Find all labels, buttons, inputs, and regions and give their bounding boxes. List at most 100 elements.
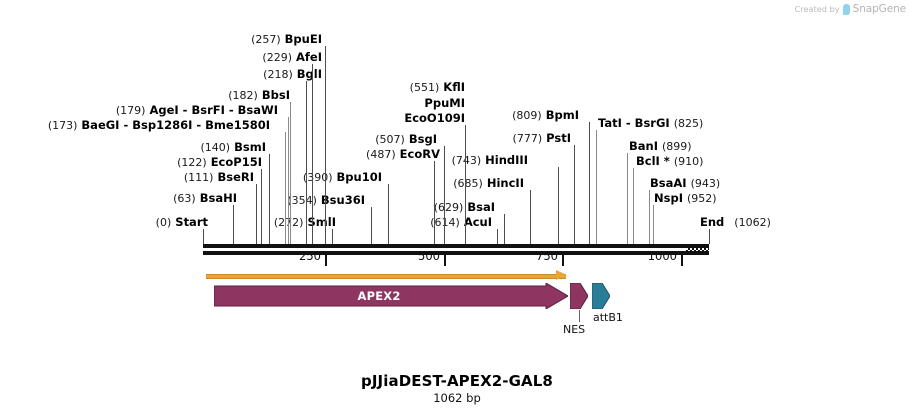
leader-afei: [312, 64, 313, 244]
feature-nes[interactable]: [569, 282, 589, 310]
enzyme-name: TatI - BsrGI: [598, 116, 670, 130]
feature-attb1-label: attB1: [593, 311, 623, 324]
enzyme-name: Bpu10I: [336, 170, 382, 184]
enzyme-pos: (63): [173, 192, 196, 205]
enzyme-name: BsgI: [408, 132, 437, 146]
enzyme-pos: (257): [251, 33, 281, 46]
enzyme-pos: (122): [177, 156, 207, 169]
start-pos: (0): [155, 216, 172, 229]
enzyme-name: HindIII: [485, 153, 528, 167]
leader-bgli: [306, 81, 307, 244]
terminus-label-end[interactable]: End (1062): [700, 216, 771, 229]
sequence-line-top: [203, 244, 709, 248]
enzyme-label-baegi-bsp1286i-bme1580i[interactable]: (173) BaeGI - Bsp1286I - Bme1580I: [4, 119, 270, 132]
enzyme-label-bgli[interactable]: (218) BglI: [40, 68, 322, 81]
leader-baegi: [285, 132, 286, 244]
enzyme-label-afei[interactable]: (229) AfeI: [40, 51, 322, 64]
enzyme-label-hincii[interactable]: (685) HincII: [400, 177, 524, 190]
enzyme-name: SmlI: [307, 215, 337, 229]
enzyme-label-bsmi[interactable]: (140) BsmI: [40, 141, 266, 154]
enzyme-label-ecop15i[interactable]: (122) EcoP15I: [40, 156, 262, 169]
enzyme-pos: (910): [673, 155, 704, 168]
enzyme-label-bbsi[interactable]: (182) BbsI: [40, 89, 290, 102]
feature-attb1[interactable]: [591, 282, 611, 310]
enzyme-label-bsu36i[interactable]: (354) Bsu36I: [220, 194, 365, 207]
plasmid-length: 1062 bp: [433, 391, 481, 405]
enzyme-name: AcuI: [463, 215, 492, 229]
enzyme-name: BpmI: [545, 108, 579, 122]
enzyme-label-psti[interactable]: (777) PstI: [470, 132, 571, 145]
enzyme-label-kfli[interactable]: (551) KflI: [380, 81, 465, 94]
enzyme-label-ecoo109i[interactable]: EcoO109I: [370, 112, 465, 124]
leader-ecorv: [434, 161, 435, 244]
feature-nes-leader: [579, 310, 580, 322]
sequence-line-bottom: [203, 251, 709, 255]
enzyme-name: KflI: [443, 80, 465, 94]
terminus-label-start[interactable]: (0) Start: [140, 216, 208, 229]
enzyme-name: EcoP15I: [210, 155, 262, 169]
enzyme-label-ppumi[interactable]: PpuMI: [380, 97, 465, 109]
enzyme-name: PpuMI: [424, 96, 465, 110]
enzyme-pos: (182): [228, 89, 258, 102]
leader-end: [709, 229, 710, 244]
end-pos: (1062): [734, 216, 771, 229]
enzyme-pos: (487): [366, 148, 396, 161]
watermark-product: SnapGene: [852, 3, 906, 15]
enzyme-label-bsgi[interactable]: (507) BsgI: [330, 133, 437, 146]
enzyme-pos: (218): [263, 68, 293, 81]
enzyme-name: BsmI: [234, 140, 266, 154]
enzyme-label-acui[interactable]: (614) AcuI: [390, 216, 492, 229]
leader-kfli: [465, 125, 466, 244]
snapgene-flag-icon: [842, 3, 850, 15]
enzyme-label-bani[interactable]: BanI (899): [629, 140, 692, 153]
enzyme-name: NspI: [654, 191, 683, 205]
enzyme-name: BaeGI - Bsp1286I - Bme1580I: [81, 118, 270, 132]
enzyme-name: BseRI: [217, 170, 254, 184]
enzyme-pos: (229): [262, 51, 292, 64]
enzyme-pos: (390): [302, 171, 333, 184]
enzyme-label-hindiii[interactable]: (743) HindIII: [400, 154, 528, 167]
end-label: End: [700, 215, 725, 229]
feature-nes-shape: [569, 282, 589, 310]
leader-bpmi: [589, 122, 590, 244]
enzyme-label-bsahi[interactable]: (63) BsaHI: [40, 192, 237, 205]
enzyme-name: BglI: [296, 67, 322, 81]
feature-apex2-shape: [213, 282, 569, 310]
feature-apex2-label: APEX2: [357, 289, 401, 303]
enzyme-label-agei-bsrfi-bsawi[interactable]: (179) AgeI - BsrFI - BsaWI: [20, 104, 278, 117]
enzyme-pos: (899): [662, 140, 692, 153]
leader-tati: [596, 130, 597, 244]
enzyme-name: BsaHI: [199, 191, 237, 205]
feature-apex2[interactable]: APEX2: [213, 282, 569, 310]
enzyme-label-bsaai[interactable]: BsaAI (943): [650, 177, 720, 190]
ruler-label-750: 750: [536, 249, 558, 263]
leader-bseri: [256, 184, 257, 244]
enzyme-label-bpmi[interactable]: (809) BpmI: [470, 109, 579, 122]
enzyme-label-ecorv[interactable]: (487) EcoRV: [330, 148, 440, 161]
enzyme-name: HincII: [486, 176, 524, 190]
enzyme-label-nspi[interactable]: NspI (952): [654, 192, 717, 205]
leader-bsmi: [269, 154, 270, 244]
enzyme-pos: (629): [433, 201, 464, 214]
ruler-tick-250: [325, 255, 327, 266]
enzyme-pos: (952): [687, 192, 717, 205]
sequence-gap-hatch: [686, 244, 709, 255]
leader-bsaai: [649, 190, 650, 244]
snapgene-watermark: Created by SnapGene: [795, 3, 906, 15]
enzyme-pos: (777): [512, 132, 543, 145]
enzyme-name: EcoO109I: [404, 111, 465, 125]
leader-bbsi: [290, 102, 291, 244]
enzyme-pos: (551): [409, 81, 440, 94]
leader-bpuei: [325, 46, 326, 244]
enzyme-name: PstI: [546, 131, 571, 145]
enzyme-label-bpuei[interactable]: (257) BpuEI: [40, 33, 322, 46]
enzyme-name: Bsu36I: [320, 193, 365, 207]
enzyme-pos: (354): [287, 194, 317, 207]
enzyme-label-bcli[interactable]: BclI * (910): [636, 155, 703, 168]
enzyme-name: AfeI: [296, 50, 322, 64]
enzyme-label-bsai[interactable]: (629) BsaI: [390, 201, 495, 214]
ruler-label-500: 500: [418, 249, 440, 263]
enzyme-label-bseri[interactable]: (111) BseRI: [40, 171, 254, 184]
enzyme-label-tati-bsrgi[interactable]: TatI - BsrGI (825): [598, 117, 703, 130]
